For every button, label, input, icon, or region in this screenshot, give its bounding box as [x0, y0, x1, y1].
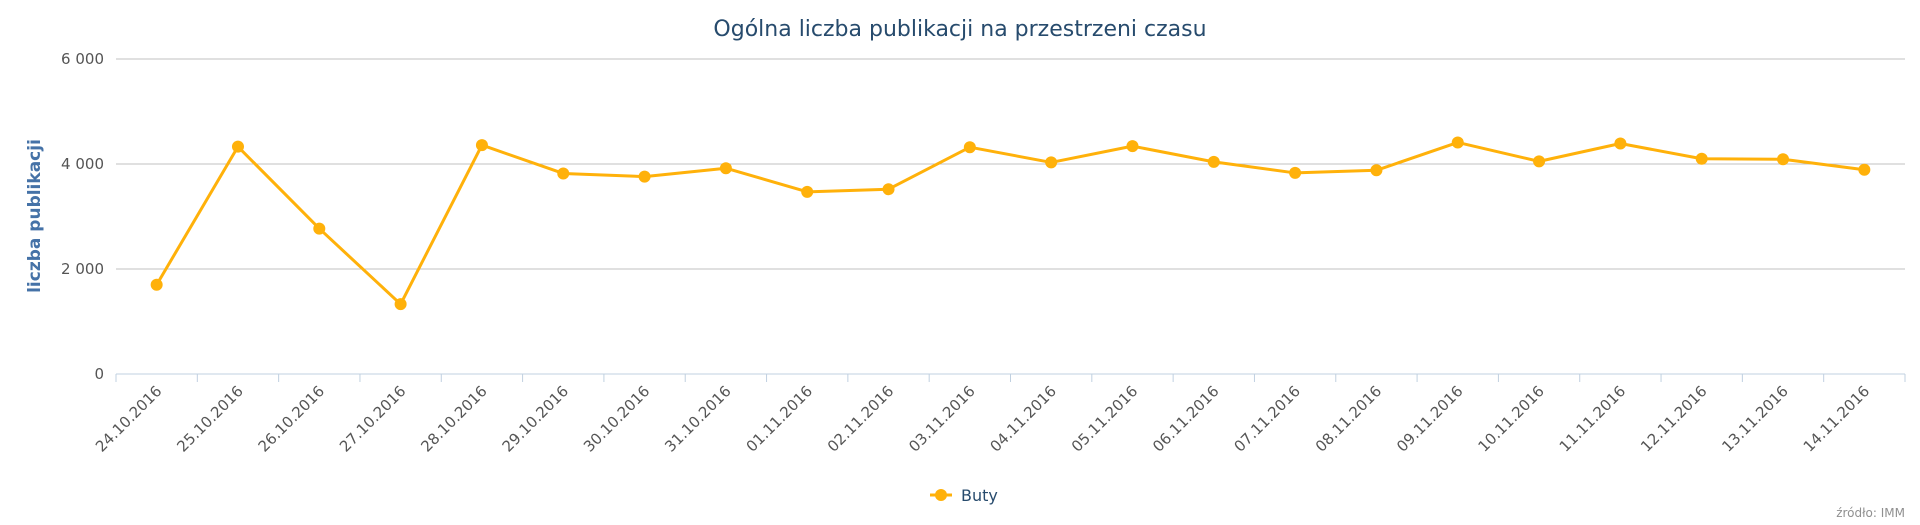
- data-point[interactable]: [1289, 166, 1302, 179]
- x-tick-label: 01.11.2016: [743, 382, 816, 455]
- x-tick-label: 03.11.2016: [905, 382, 978, 455]
- y-tick-label: 4 000: [61, 155, 104, 173]
- chart-title: Ogólna liczba publikacji na przestrzeni …: [713, 17, 1206, 42]
- y-tick-label: 6 000: [61, 50, 104, 68]
- x-tick-label: 26.10.2016: [255, 382, 328, 455]
- data-point[interactable]: [1533, 155, 1546, 168]
- y-tick-label: 2 000: [61, 260, 104, 278]
- y-tick-label: 0: [94, 365, 104, 383]
- x-tick-label: 14.11.2016: [1800, 382, 1873, 455]
- x-tick-label: 05.11.2016: [1068, 382, 1141, 455]
- x-tick-label: 24.10.2016: [92, 382, 165, 455]
- legend-dot-marker: [935, 489, 947, 501]
- data-point[interactable]: [801, 185, 814, 198]
- x-tick-label: 13.11.2016: [1718, 382, 1791, 455]
- data-point[interactable]: [231, 140, 244, 153]
- y-axis-ticks: 0 2 000 4 000 6 000: [61, 50, 104, 383]
- x-tick-label: 06.11.2016: [1149, 382, 1222, 455]
- y-axis-label: liczba publikacji: [25, 139, 45, 293]
- data-point[interactable]: [1777, 153, 1790, 166]
- series-buty: [150, 136, 1871, 311]
- data-point[interactable]: [1858, 163, 1871, 176]
- data-point[interactable]: [1614, 137, 1627, 150]
- x-tick-label: 12.11.2016: [1637, 382, 1710, 455]
- data-point[interactable]: [1126, 140, 1139, 153]
- data-point[interactable]: [475, 139, 488, 152]
- x-tick-label: 02.11.2016: [824, 382, 897, 455]
- data-point[interactable]: [1045, 156, 1058, 169]
- data-point[interactable]: [313, 222, 326, 235]
- data-point[interactable]: [1451, 136, 1464, 149]
- credits-text: źródło: IMM: [1836, 506, 1905, 520]
- series-line: [155, 140, 1865, 306]
- x-tick-label: 25.10.2016: [173, 382, 246, 455]
- data-point[interactable]: [719, 162, 732, 175]
- data-point[interactable]: [150, 278, 163, 291]
- x-tick-label: 09.11.2016: [1393, 382, 1466, 455]
- data-point[interactable]: [557, 167, 570, 180]
- legend-label: Buty: [961, 486, 998, 505]
- data-point[interactable]: [1370, 164, 1383, 177]
- x-tick-label: 30.10.2016: [580, 382, 653, 455]
- data-point[interactable]: [882, 183, 895, 196]
- legend[interactable]: Buty: [930, 486, 998, 505]
- x-tick-label: 10.11.2016: [1474, 382, 1547, 455]
- data-point[interactable]: [638, 170, 651, 183]
- data-point[interactable]: [1207, 155, 1220, 168]
- data-point[interactable]: [394, 298, 407, 311]
- x-tick-label: 08.11.2016: [1312, 382, 1385, 455]
- x-tick-label: 28.10.2016: [417, 382, 490, 455]
- x-axis: 24.10.2016 25.10.2016 26.10.2016 27.10.2016…: [92, 373, 1906, 456]
- x-tick-label: 07.11.2016: [1230, 382, 1303, 455]
- grid-lines: [116, 58, 1905, 270]
- x-tick-label: 31.10.2016: [661, 382, 734, 455]
- x-tick-label: 04.11.2016: [987, 382, 1060, 455]
- x-tick-label: 11.11.2016: [1556, 382, 1629, 455]
- x-tick-label: 29.10.2016: [499, 382, 572, 455]
- data-point[interactable]: [1695, 152, 1708, 165]
- x-tick-label: 27.10.2016: [336, 382, 409, 455]
- data-point[interactable]: [963, 141, 976, 154]
